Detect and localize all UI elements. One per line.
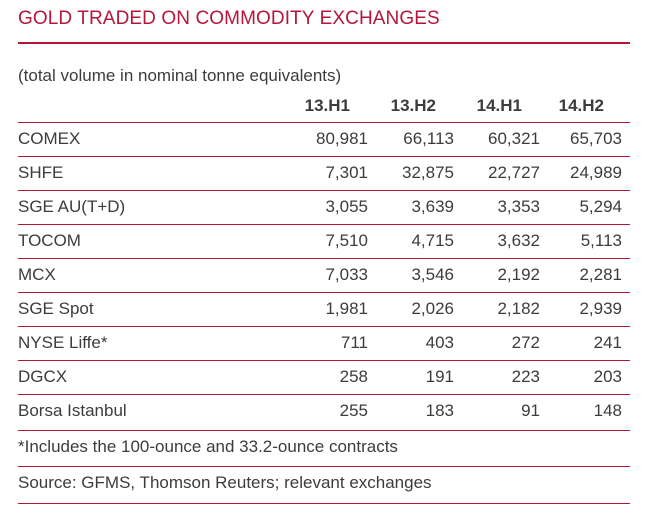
cell-value: 191 [425,367,454,386]
cell-value: 4,715 [411,231,454,250]
cell-value: 32,875 [402,163,454,182]
cell-value: 24,989 [570,163,622,182]
cell-value: 148 [593,401,622,420]
cell-value: 2,192 [497,265,540,284]
cell-value: 91 [521,401,540,420]
table-row: TOCOM 7,510 4,715 3,632 5,113 [18,224,630,259]
table-title: GOLD TRADED ON COMMODITY EXCHANGES [18,8,440,29]
cell-value: 7,301 [325,163,368,182]
cell-value: 403 [425,333,454,352]
cell-value: 3,353 [497,197,540,216]
row-label: SHFE [18,163,64,182]
title-divider [18,42,630,44]
cell-value: 66,113 [403,129,454,148]
cell-value: 3,546 [411,265,454,284]
cell-value: 258 [339,367,368,386]
row-label: NYSE Liffe* [18,333,108,352]
cell-value: 711 [340,333,368,352]
cell-value: 2,182 [497,299,540,318]
cell-value: 65,703 [570,129,622,148]
column-header-14-h2: 14.H2 [558,96,604,115]
row-label: TOCOM [18,231,81,250]
row-label: MCX [18,265,56,284]
cell-value: 60,321 [488,129,540,148]
cell-value: 255 [339,401,368,420]
row-label: Borsa Istanbul [18,401,127,420]
cell-value: 5,294 [579,197,622,216]
cell-value: 3,632 [497,231,540,250]
cell-value: 223 [511,367,540,386]
cell-value: 183 [425,401,454,420]
cell-value: 7,510 [325,231,368,250]
cell-value: 80,981 [316,129,368,148]
cell-value: 3,055 [325,197,368,216]
cell-value: 203 [593,367,622,386]
table-row: SHFE 7,301 32,875 22,727 24,989 [18,156,630,191]
column-header-13-h2: 13.H2 [390,96,436,115]
table-row: Borsa Istanbul 255 183 91 148 [18,394,630,429]
cell-value: 2,939 [579,299,622,318]
cell-value: 241 [593,333,622,352]
source-note: Source: GFMS, Thomson Reuters; relevant … [18,466,630,501]
cell-value: 5,113 [580,231,622,250]
cell-value: 22,727 [488,163,540,182]
column-header-14-h1: 14.H1 [476,96,522,115]
cell-value: 3,639 [411,197,454,216]
cell-value: 2,026 [411,299,454,318]
row-label: SGE AU(T+D) [18,197,126,216]
table-row: NYSE Liffe* 711 403 272 241 [18,326,630,361]
bottom-divider [18,503,630,504]
row-label: SGE Spot [18,299,94,318]
table-row: DGCX 258 191 223 203 [18,360,630,395]
table-row: SGE Spot 1,981 2,026 2,182 2,939 [18,292,630,327]
table-subtitle: (total volume in nominal tonne equivalen… [18,66,342,85]
row-label: DGCX [18,367,68,386]
row-label: COMEX [18,129,81,148]
footnote: *Includes the 100-ounce and 33.2-ounce c… [18,430,630,465]
column-header-13-h1: 13.H1 [304,96,350,115]
cell-value: 7,033 [325,265,368,284]
cell-value: 272 [511,333,540,352]
table-row: COMEX 80,981 66,113 60,321 65,703 [18,122,630,157]
table-row: MCX 7,033 3,546 2,192 2,281 [18,258,630,293]
table-row: SGE AU(T+D) 3,055 3,639 3,353 5,294 [18,190,630,225]
cell-value: 1,981 [325,299,368,318]
cell-value: 2,281 [579,265,622,284]
